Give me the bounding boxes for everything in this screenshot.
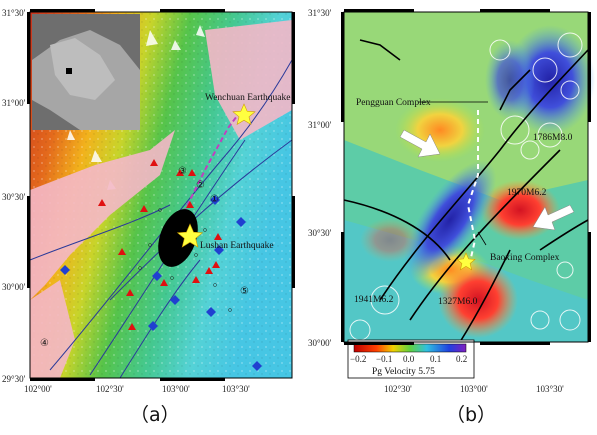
eq-1327-label: 1327M6.0 bbox=[438, 297, 478, 307]
a-ytick-5: 29°30' bbox=[2, 374, 26, 384]
resolution-circles bbox=[349, 32, 583, 341]
lushan-star-b bbox=[456, 252, 476, 271]
seismic-stations-red bbox=[98, 159, 222, 330]
eq-1941-label: 1941M6.2 bbox=[354, 295, 394, 305]
a-ytick-4: 30°00' bbox=[2, 282, 26, 292]
penggguan-complex-label: Pengguan Complex bbox=[356, 98, 431, 108]
panel-a-topographic-map: Wenchuan Earthquake Lushan Earthquake ① … bbox=[0, 0, 300, 400]
b-xtick-2: 103°00' bbox=[460, 384, 488, 394]
a-xtick-1: 102°00' bbox=[24, 384, 52, 394]
a-ytick-2: 31°00' bbox=[2, 98, 26, 108]
panel-a-svg: Wenchuan Earthquake Lushan Earthquake ① … bbox=[2, 8, 295, 394]
b-xtick-3: 103°30' bbox=[536, 384, 564, 394]
a-ytick-1: 31°30' bbox=[2, 8, 26, 18]
b-xtick-1: 102°30' bbox=[384, 384, 412, 394]
eq-1786-label: 1786M8.0 bbox=[533, 133, 573, 143]
colorbar-tick-2: −0.1 bbox=[376, 354, 392, 364]
eq-1970-label: 1970M6.2 bbox=[507, 188, 547, 198]
inset-location-marker bbox=[66, 68, 72, 74]
motion-arrow-west bbox=[399, 129, 441, 158]
map-border-b bbox=[341, 9, 591, 345]
wenchuan-label: Wenchuan Earthquake bbox=[205, 93, 291, 103]
panel-b-velocity-map: Pengguan Complex Baoxing Complex 1786M8.… bbox=[300, 0, 597, 400]
caption-b: （b） bbox=[446, 404, 497, 426]
seismic-stations-blue bbox=[60, 195, 262, 371]
anomaly-blue-central bbox=[403, 160, 497, 280]
colorbar: −0.2 −0.1 0.0 0.1 0.2 Pg Velocity 5.75 bbox=[347, 339, 475, 379]
a-xtick-2: 102°30' bbox=[96, 384, 124, 394]
colorbar-tick-5: 0.2 bbox=[456, 354, 467, 364]
wenchuan-epicenter-star bbox=[232, 103, 256, 126]
b-ytick-4: 30°00' bbox=[308, 338, 332, 348]
anomaly-red-south bbox=[438, 262, 518, 338]
aftershock-cluster bbox=[158, 209, 198, 267]
b-ytick-2: 31°00' bbox=[308, 120, 332, 130]
colorbar-tick-3: 0.0 bbox=[403, 354, 415, 364]
fault-number-1: ① bbox=[210, 194, 219, 205]
anomaly-orange-west bbox=[360, 218, 420, 262]
panel-b-svg: Pengguan Complex Baoxing Complex 1786M8.… bbox=[308, 8, 595, 394]
b-ytick-3: 30°30' bbox=[308, 228, 332, 238]
baoxing-complex-label: Baoxing Complex bbox=[490, 253, 560, 263]
surface-rupture bbox=[179, 111, 241, 221]
fault-lines-b bbox=[343, 39, 589, 343]
map-border-a bbox=[27, 9, 295, 381]
colorbar-tick-4: 0.1 bbox=[430, 354, 441, 364]
colorbar-tick-1: −0.2 bbox=[350, 354, 366, 364]
fault-number-5: ⑤ bbox=[240, 286, 249, 297]
a-ytick-3: 30°30' bbox=[2, 192, 26, 202]
a-xtick-3: 103°00' bbox=[162, 384, 190, 394]
inset-relief bbox=[50, 38, 115, 100]
caption-a: （a） bbox=[130, 404, 180, 426]
colorbar-gradient bbox=[353, 343, 467, 353]
fault-number-3: ③ bbox=[178, 166, 187, 177]
pink-basins bbox=[30, 20, 292, 378]
fault-number-4: ④ bbox=[40, 338, 49, 349]
fault-number-2: ② bbox=[196, 180, 205, 191]
lushan-label: Lushan Earthquake bbox=[200, 241, 274, 251]
colorbar-title: Pg Velocity 5.75 bbox=[372, 367, 435, 377]
complex-boundary-dashed bbox=[466, 110, 479, 263]
motion-arrow-east bbox=[532, 204, 575, 231]
lushan-epicenter-star bbox=[176, 223, 204, 248]
b-ytick-1: 31°30' bbox=[308, 8, 332, 18]
label-leaders bbox=[418, 101, 488, 246]
a-xtick-4: 103°30' bbox=[222, 384, 250, 394]
hillshade-overlay bbox=[344, 12, 588, 342]
